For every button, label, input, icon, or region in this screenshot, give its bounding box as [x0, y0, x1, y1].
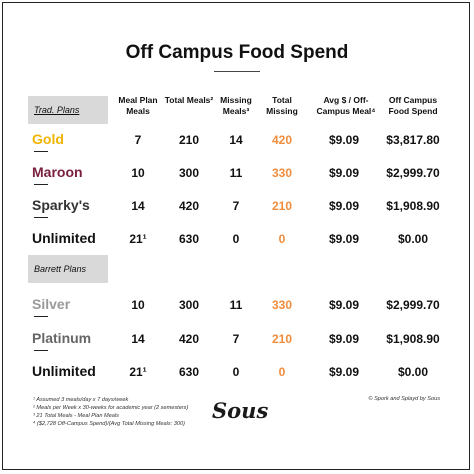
footnote: ⁴ ($2,728 Off-Campus Spend)/(Avg Total M… [33, 421, 185, 427]
cell-avg: $9.09 [328, 133, 360, 147]
plan-name-unlimited-barrett: Unlimited [32, 363, 96, 379]
copyright-credit: © Spork and Splayd by Sous [368, 396, 440, 402]
plan-name-platinum: Platinum [32, 330, 92, 346]
cell-total-missing: 210 [271, 332, 293, 346]
cell-meal-plan: 14 [131, 199, 145, 213]
plan-name-silver: Silver [32, 296, 71, 312]
cell-total-missing: 210 [271, 199, 293, 213]
plan-name-sparkys: Sparky's [32, 197, 90, 213]
cell-avg: $9.09 [328, 199, 360, 213]
page-title: Off Campus Food Spend [125, 42, 349, 63]
cell-avg: $9.09 [328, 166, 360, 180]
cell-meal-plan: 10 [131, 298, 145, 312]
cell-total-missing: 0 [278, 232, 286, 246]
cell-total-missing: 0 [278, 365, 286, 379]
cell-total-meals: 630 [178, 232, 200, 246]
header-off-campus-spend: Off Campus Food Spend [388, 95, 438, 116]
section-traditional-plans: Trad. Plans [28, 96, 108, 124]
cell-spend: $3,817.80 [386, 133, 440, 147]
header-total-missing: Total Missing [266, 95, 298, 116]
cell-missing: 11 [229, 166, 243, 180]
header-missing-meals: Missing Meals³ [220, 95, 252, 116]
cell-meal-plan: 21¹ [129, 232, 147, 246]
cell-avg: $9.09 [328, 298, 360, 312]
cell-meal-plan: 14 [131, 332, 145, 346]
section-barrett-plans: Barrett Plans [28, 255, 108, 283]
cell-avg: $9.09 [328, 365, 360, 379]
cell-avg: $9.09 [328, 332, 360, 346]
cell-spend: $2,999.70 [386, 166, 440, 180]
header-avg-per-meal: Avg $ / Off-Campus Meal⁴ [316, 95, 376, 116]
cell-total-missing: 330 [271, 166, 293, 180]
footnote: ³ 21 Total Meals - Meal Plan Meals [33, 413, 119, 419]
cell-missing: 0 [232, 365, 240, 379]
cell-total-meals: 420 [178, 199, 200, 213]
footnote: ² Meals per Week x 30-weeks for academic… [33, 405, 189, 411]
document-frame [2, 2, 470, 470]
cell-missing: 7 [232, 332, 240, 346]
plan-name-unlimited: Unlimited [32, 230, 96, 246]
cell-meal-plan: 10 [131, 166, 145, 180]
cell-total-meals: 420 [178, 332, 200, 346]
cell-spend: $0.00 [397, 232, 429, 246]
cell-total-missing: 420 [271, 133, 293, 147]
cell-total-meals: 300 [178, 166, 200, 180]
plan-name-gold: Gold [32, 131, 64, 147]
row-underline [34, 184, 48, 185]
cell-total-meals: 210 [178, 133, 200, 147]
row-underline [34, 217, 48, 218]
cell-missing: 11 [229, 298, 243, 312]
footnotes: ¹ Assumed 3 meals/day x 7 days/week ² Me… [33, 396, 203, 428]
cell-spend: $1,908.90 [386, 199, 440, 213]
cell-total-meals: 630 [178, 365, 200, 379]
cell-meal-plan: 7 [134, 133, 142, 147]
title-divider [214, 71, 260, 72]
cell-spend: $0.00 [397, 365, 429, 379]
footnote: ¹ Assumed 3 meals/day x 7 days/week [33, 397, 129, 403]
cell-spend: $1,908.90 [386, 332, 440, 346]
cell-total-meals: 300 [178, 298, 200, 312]
cell-missing: 14 [229, 133, 243, 147]
header-total-meals: Total Meals² [164, 95, 214, 105]
cell-total-missing: 330 [271, 298, 293, 312]
plan-name-maroon: Maroon [32, 164, 83, 180]
cell-missing: 7 [232, 199, 240, 213]
cell-avg: $9.09 [328, 232, 360, 246]
cell-spend: $2,999.70 [386, 298, 440, 312]
section-label: Trad. Plans [34, 105, 80, 115]
header-meal-plan-meals: Meal Plan Meals [118, 95, 158, 116]
cell-missing: 0 [232, 232, 240, 246]
row-underline [34, 151, 48, 152]
row-underline [34, 316, 48, 317]
section-label: Barrett Plans [34, 264, 87, 274]
cell-meal-plan: 21¹ [129, 365, 147, 379]
sous-logo: Sous [212, 398, 269, 423]
row-underline [34, 350, 48, 351]
